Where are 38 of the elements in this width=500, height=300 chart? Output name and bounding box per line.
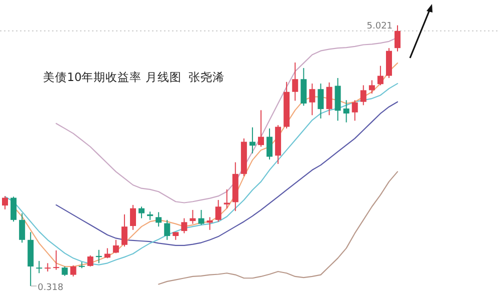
candlestick: [121, 214, 128, 248]
candlestick: [138, 206, 145, 219]
candlestick: [156, 212, 162, 228]
candlestick: [206, 216, 213, 230]
candlestick: [19, 212, 26, 244]
annotation: 0.318: [38, 283, 64, 293]
candlestick: [70, 264, 76, 277]
candlestick: [266, 128, 273, 160]
candlestick: [190, 209, 196, 224]
candlestick: [215, 199, 222, 222]
candlestick: [53, 250, 60, 270]
candlestick: [2, 196, 8, 210]
candlestick: [368, 80, 375, 94]
candlestick: [130, 204, 136, 230]
candlestick: [198, 209, 204, 226]
candlestick: [249, 126, 256, 154]
candlestick: [10, 196, 17, 222]
candlestick: [377, 65, 384, 86]
annotation: 5.021: [366, 21, 393, 32]
candlestick: [309, 83, 316, 116]
text: 美债10年期收益率 月线图 张尧浠: [43, 70, 225, 84]
candlestick: [326, 82, 332, 116]
candlestick: [181, 218, 188, 234]
candlestick: [258, 110, 264, 148]
candlestick: [164, 219, 170, 240]
candlestick: [104, 248, 110, 259]
candlestick: [224, 188, 230, 209]
candlestick: [36, 260, 42, 274]
candlestick: [62, 266, 68, 276]
candlestick: [360, 84, 366, 106]
candlestick: [394, 24, 401, 52]
candlestick: [352, 100, 358, 122]
candlestick: [112, 239, 119, 254]
candlestick: [318, 83, 324, 119]
candlestick: [343, 100, 350, 123]
candlestick: [292, 62, 298, 102]
candlestick: [44, 262, 51, 272]
candlestick: [87, 254, 94, 267]
